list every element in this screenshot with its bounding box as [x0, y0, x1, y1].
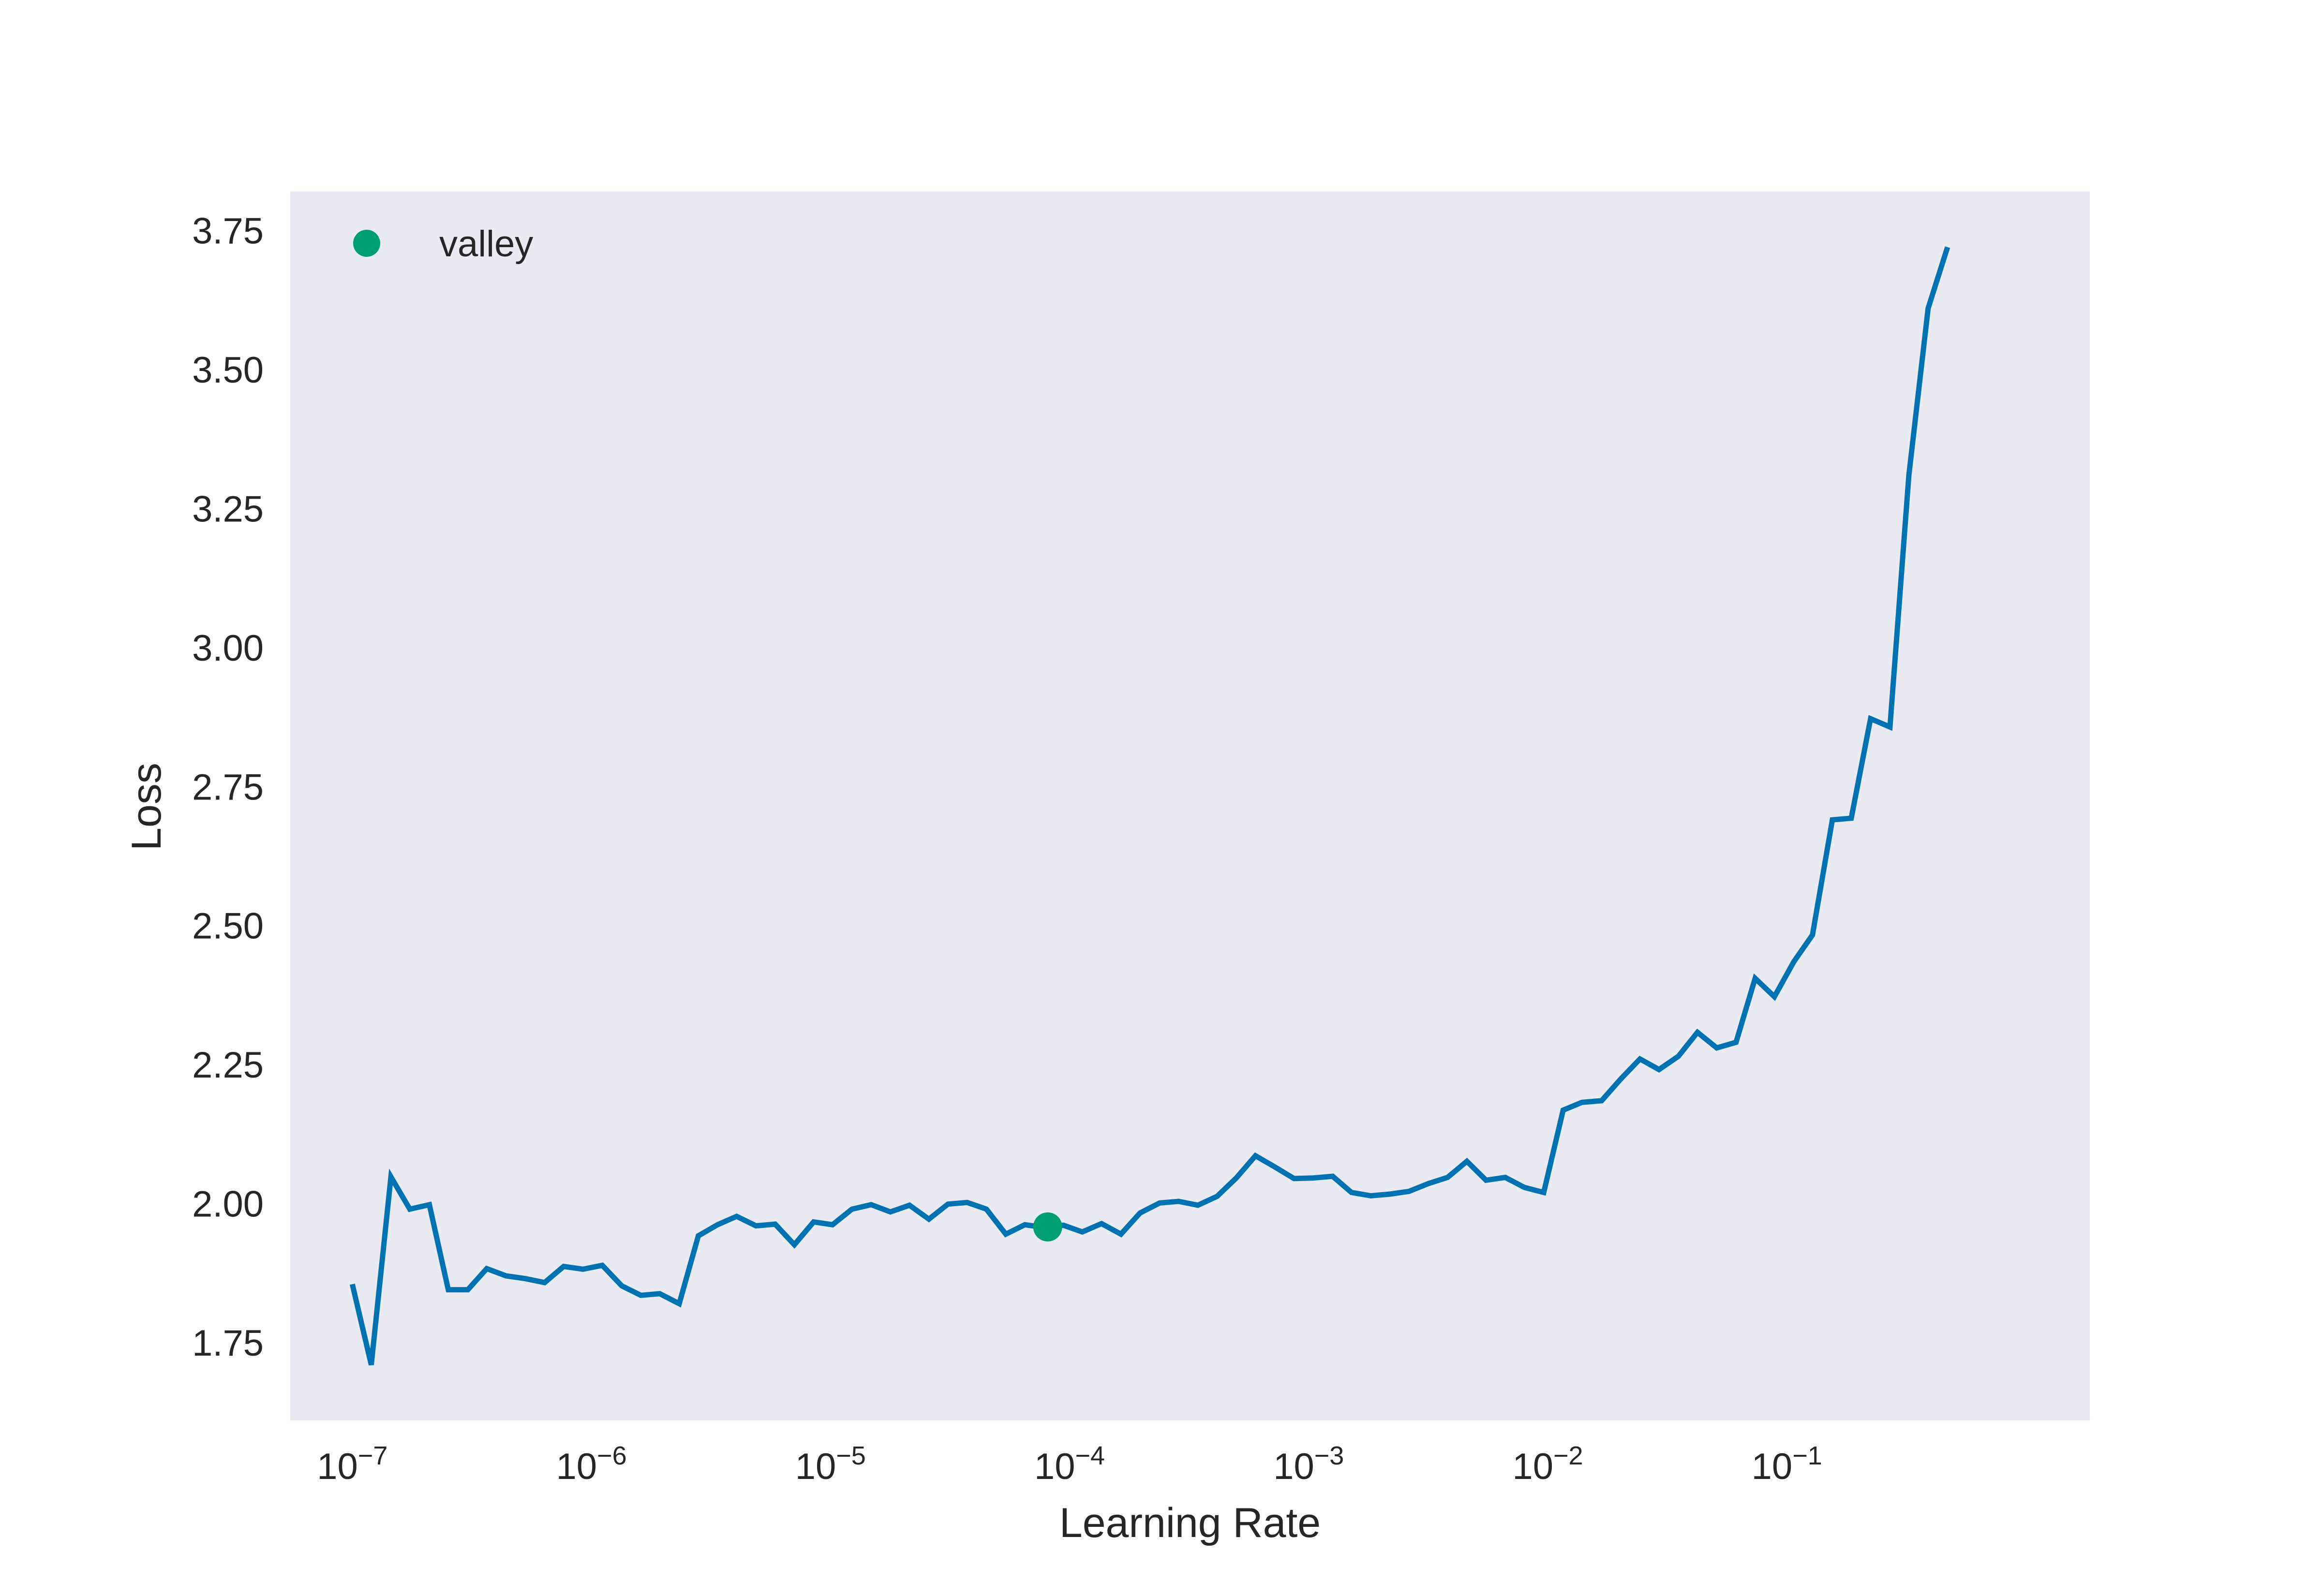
y-axis-label: Loss	[123, 763, 170, 851]
y-tick-label: 3.50	[192, 350, 264, 391]
y-tick-label: 3.00	[192, 628, 264, 669]
x-tick-label: 10−1	[1752, 1441, 1822, 1487]
y-tick-label: 2.75	[192, 767, 264, 808]
highlight-points	[1033, 1212, 1062, 1241]
legend-valley-label: valley	[439, 223, 533, 265]
y-tick-label: 2.50	[192, 906, 264, 947]
x-axis-ticks: 10−7 10−6 10−5 10−4 10−3 10−2 10−1	[317, 1441, 1822, 1487]
x-tick-label: 10−7	[317, 1441, 387, 1487]
y-tick-label: 3.25	[192, 488, 264, 530]
plot-area	[290, 192, 2090, 1420]
legend-valley-marker-icon	[353, 230, 380, 257]
x-axis-label: Learning Rate	[1059, 1500, 1321, 1546]
y-tick-label: 1.75	[192, 1323, 264, 1364]
valley-point	[1033, 1212, 1062, 1241]
x-tick-label: 10−4	[1034, 1441, 1105, 1487]
x-tick-label: 10−2	[1512, 1441, 1583, 1487]
y-axis-ticks: 1.75 2.00 2.25 2.50 2.75 3.00 3.25 3.50 3.75	[192, 210, 264, 1364]
y-tick-label: 2.25	[192, 1045, 264, 1086]
x-tick-label: 10−3	[1273, 1441, 1344, 1487]
y-tick-label: 2.00	[192, 1184, 264, 1225]
x-tick-label: 10−6	[556, 1441, 626, 1487]
loss-curve-line	[349, 246, 1950, 1366]
legend: valley	[353, 223, 533, 265]
x-tick-label: 10−5	[795, 1441, 866, 1487]
y-tick-label: 3.75	[192, 210, 264, 251]
